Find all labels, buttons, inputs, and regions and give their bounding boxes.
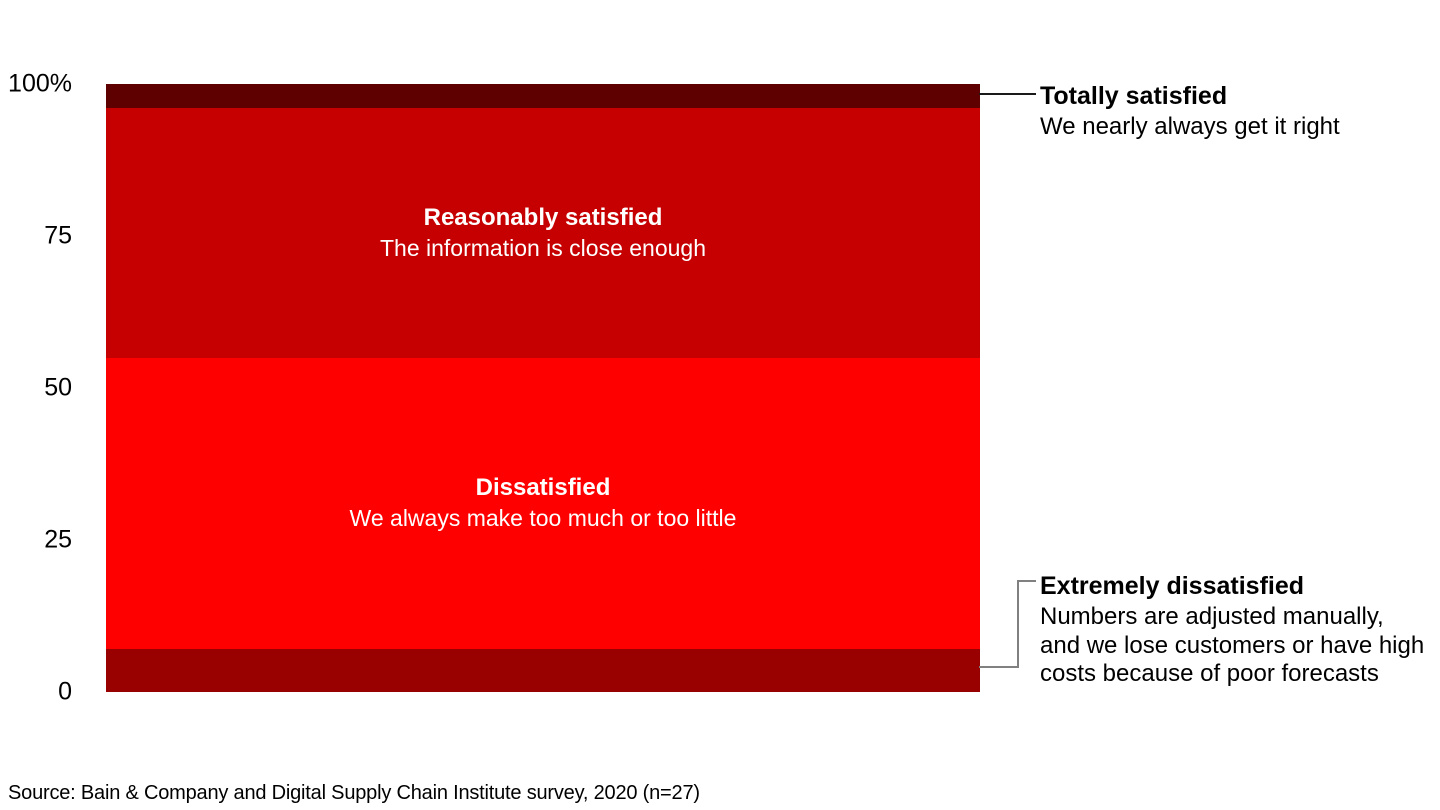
y-axis-tick-25: 25	[44, 525, 72, 554]
bar-segment-extremely-dissatisfied	[106, 649, 980, 692]
segment-title: Dissatisfied	[475, 474, 611, 502]
annotation-title: Extremely dissatisfied	[1040, 572, 1305, 600]
callout-line-totally-satisfied	[979, 93, 1036, 95]
bar-segment-reasonably-satisfied: Reasonably satisfied The information is c…	[106, 108, 980, 358]
callout-elbow-vertical	[1017, 580, 1019, 668]
y-axis-tick-100: 100%	[8, 69, 72, 98]
segment-subtitle: The information is close enough	[379, 234, 707, 261]
annotation-extremely-dissatisfied: Extremely dissatisfied Numbers are adjus…	[1040, 571, 1424, 689]
segment-title: Reasonably satisfied	[423, 203, 663, 231]
annotation-body-line: Numbers are adjusted manually,	[1040, 603, 1384, 630]
bar-segment-dissatisfied: Dissatisfied We always make too much or t…	[106, 357, 980, 650]
callout-elbow-top-segment	[1017, 580, 1036, 582]
stacked-bar: Reasonably satisfied The information is c…	[106, 84, 980, 692]
annotation-body: We nearly always get it right	[1040, 113, 1340, 140]
annotation-body-line: costs because of poor forecasts	[1040, 660, 1379, 687]
source-note: Source: Bain & Company and Digital Suppl…	[8, 782, 700, 804]
segment-label: Dissatisfied We always make too much or t…	[350, 472, 737, 534]
segment-subtitle: We always make too much or too little	[349, 505, 737, 532]
y-axis-tick-75: 75	[44, 221, 72, 250]
bar-segment-totally-satisfied	[106, 84, 980, 109]
annotation-title: Totally satisfied	[1040, 82, 1228, 110]
y-axis-tick-50: 50	[44, 373, 72, 402]
y-axis-tick-0: 0	[58, 677, 72, 706]
annotation-body-line: and we lose customers or have high	[1040, 631, 1425, 659]
segment-label: Reasonably satisfied The information is c…	[380, 202, 706, 264]
callout-elbow-bottom-segment	[979, 666, 1018, 668]
annotation-totally-satisfied: Totally satisfied We nearly always get i…	[1040, 81, 1340, 142]
